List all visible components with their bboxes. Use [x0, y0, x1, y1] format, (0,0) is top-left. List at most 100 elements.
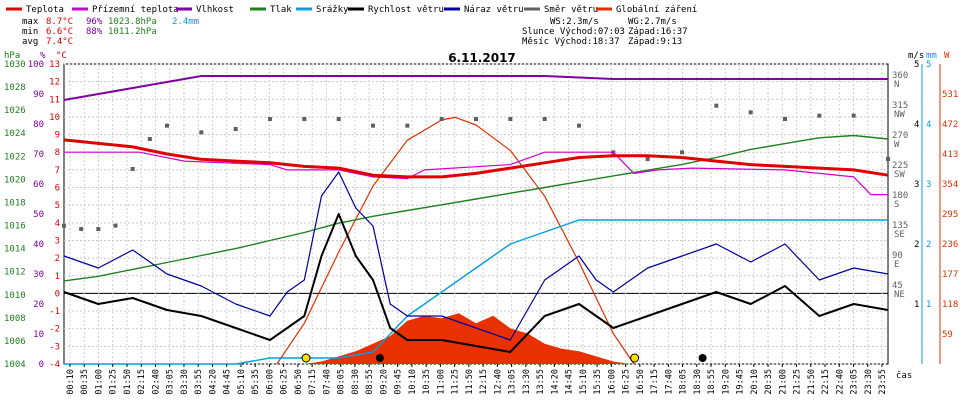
tick-w: 236	[942, 240, 958, 250]
tick-degc: 5	[55, 201, 60, 211]
x-tick-label: 21:00	[778, 369, 788, 395]
tick-degc: 3	[55, 236, 60, 246]
x-tick-label: 03:55	[194, 369, 204, 395]
tick-pct: 90	[33, 90, 44, 100]
tick-degc: 13	[49, 60, 60, 70]
tick-w: 59	[942, 330, 953, 340]
x-tick-label: 19:20	[721, 369, 731, 395]
legend-label: Náraz větru	[464, 5, 524, 15]
tick-hpa: 1022	[4, 152, 26, 162]
x-tick-label: 02:15	[137, 369, 147, 395]
wind-dir-point	[268, 117, 272, 121]
tick-hpa: 1010	[4, 291, 26, 301]
tick-mm: 3	[926, 180, 931, 190]
stat-value: 6.6°C	[46, 27, 73, 37]
x-tick-label: 12:40	[493, 369, 503, 395]
x-tick-label: 22:15	[821, 369, 831, 395]
tick-dir-label: S	[894, 200, 899, 210]
x-tick-label: 23:55	[878, 369, 888, 395]
tick-dir-label: E	[894, 260, 899, 270]
tick-hpa: 1024	[4, 129, 26, 139]
tick-degc: 9	[55, 131, 60, 141]
tick-hpa: 1014	[4, 245, 26, 255]
legend-label: Tlak	[270, 5, 292, 15]
legend-label: Přízemní teplota	[92, 5, 179, 15]
x-tick-label: 14:45	[565, 369, 575, 395]
tick-degc: 1	[55, 272, 60, 282]
x-tick-label: 05:35	[251, 369, 261, 395]
stat-value: 8.7°C	[46, 17, 73, 27]
x-tick-label: 21:50	[807, 369, 817, 395]
stat-wg: WG:2.7m/s	[628, 17, 677, 27]
x-tick-label: 06:50	[294, 369, 304, 395]
wind-dir-point	[508, 117, 512, 121]
tick-hpa: 1028	[4, 83, 26, 93]
legend-label: Vlhkost	[196, 5, 234, 15]
wind-dir-point	[62, 224, 66, 228]
tick-ms: 2	[914, 240, 919, 250]
x-tick-label: 11:25	[451, 369, 461, 395]
stat-value: avg	[22, 37, 38, 47]
tick-pct: 0	[39, 360, 44, 370]
tick-pct: 60	[33, 180, 44, 190]
sunrise-icon	[302, 354, 310, 362]
x-tick-label: 04:45	[223, 369, 233, 395]
tick-hpa: 1008	[4, 314, 26, 324]
legend-label: Globální záření	[616, 5, 697, 15]
x-tick-label: 23:05	[850, 369, 860, 395]
x-tick-label: 22:40	[835, 369, 845, 395]
tick-w: 295	[942, 210, 958, 220]
tick-pct: 100	[28, 60, 44, 70]
tick-degc: -3	[49, 342, 60, 352]
x-tick-label: 01:00	[94, 369, 104, 395]
x-tick-label: 03:30	[180, 369, 190, 395]
x-tick-label: 18:30	[693, 369, 703, 395]
x-tick-label: 13:05	[508, 369, 518, 395]
x-tick-label: 01:50	[123, 369, 133, 395]
x-tick-label: 23:30	[864, 369, 874, 395]
x-tick-label: 15:35	[593, 369, 603, 395]
x-tick-label: 16:50	[636, 369, 646, 395]
tick-degc: -4	[49, 360, 60, 370]
wind-dir-point	[405, 124, 409, 128]
x-tick-label: 01:25	[109, 369, 119, 395]
tick-degc: 0	[55, 289, 60, 299]
legend-label: Srážky	[316, 5, 349, 15]
x-tick-label: 03:05	[166, 369, 176, 395]
moonrise-icon	[699, 354, 707, 362]
x-tick-label: 09:45	[394, 369, 404, 395]
tick-dir-label: SE	[894, 230, 905, 240]
tick-w: 413	[942, 150, 958, 160]
tick-degc: 4	[55, 219, 60, 229]
x-tick-label: 07:40	[322, 369, 332, 395]
axis-unit-time: čas	[896, 370, 912, 381]
tick-w: 354	[942, 180, 958, 190]
x-tick-label: 16:25	[622, 369, 632, 395]
tick-pct: 70	[33, 150, 44, 160]
plot-area	[64, 64, 888, 364]
x-tick-label: 06:25	[280, 369, 290, 395]
x-tick-label: 16:00	[607, 369, 617, 395]
tick-hpa: 1020	[4, 175, 26, 185]
moonset-icon	[376, 354, 384, 362]
tick-degc: 7	[55, 166, 60, 176]
tick-hpa: 1030	[4, 60, 26, 70]
wind-dir-point	[749, 110, 753, 114]
tick-degc: -2	[49, 325, 60, 335]
tick-dir-label: NE	[894, 290, 905, 300]
x-tick-label: 08:55	[365, 369, 375, 395]
x-tick-label: 18:55	[707, 369, 717, 395]
x-tick-label: 10:10	[408, 369, 418, 395]
x-tick-label: 02:40	[151, 369, 161, 395]
tick-degc: 6	[55, 184, 60, 194]
tick-mm: 2	[926, 240, 931, 250]
x-tick-label: 11:00	[436, 369, 446, 395]
tick-pct: 80	[33, 120, 44, 130]
x-tick-label: 20:35	[764, 369, 774, 395]
plot-frame	[64, 64, 888, 364]
legend-label: Teplota	[26, 5, 64, 15]
wind-dir-point	[337, 117, 341, 121]
tick-w: 472	[942, 120, 958, 130]
stat-value: 88%	[86, 27, 103, 37]
